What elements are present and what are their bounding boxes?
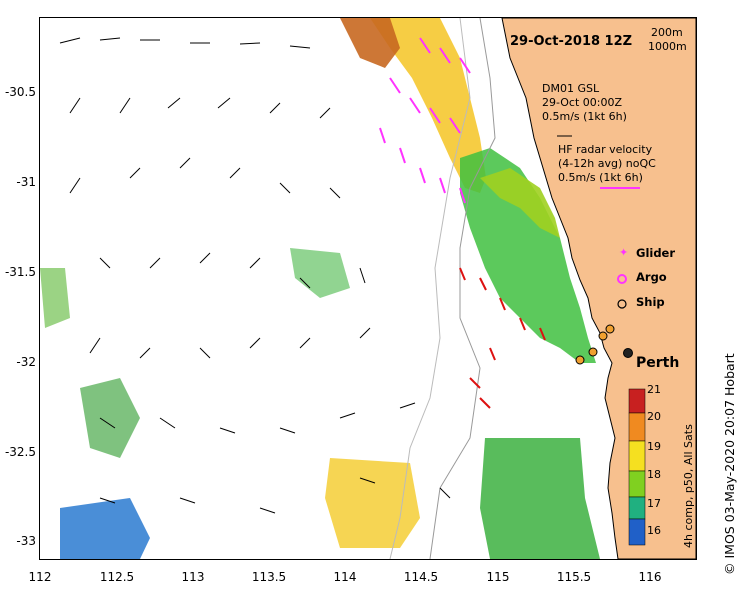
x-tick-label: 112.5	[99, 570, 135, 584]
map-area: ✦ 29-Oct-2018 12Z 200m 1000m DM01 GSL 29…	[39, 17, 697, 560]
hf-line3: 0.5m/s (1kt 6h)	[558, 171, 643, 184]
ship-legend-icon	[617, 299, 627, 309]
y-tick-label: -32.5	[4, 445, 36, 459]
sst-band	[340, 18, 400, 68]
colorbar	[628, 388, 646, 546]
ship-legend-label: Ship	[636, 295, 665, 309]
land-mass	[501, 18, 696, 559]
map-canvas: ✦	[40, 18, 696, 559]
x-tick-label: 115	[486, 570, 510, 584]
credit-label: © IMOS 03-May-2020 20:07 Hobart	[722, 353, 737, 575]
colorbar-tick: 19	[647, 440, 661, 453]
depth-contour-label: 1000m	[648, 40, 687, 53]
sst-band	[325, 458, 420, 548]
x-tick-label: 112	[28, 570, 52, 584]
glider-legend-label: Glider	[636, 246, 676, 260]
x-tick-label: 115.5	[556, 570, 592, 584]
x-tick-label: 114	[333, 570, 357, 584]
colorbar-tick: 21	[647, 383, 661, 396]
x-tick-label: 114.5	[403, 570, 439, 584]
city-label: Perth	[636, 355, 680, 371]
sst-band	[60, 498, 150, 559]
colorbar-tick: 16	[647, 524, 661, 537]
sst-band	[80, 378, 140, 458]
hf-line2: (4-12h avg) noQC	[558, 157, 656, 170]
argo-legend-label: Argo	[636, 270, 667, 284]
argo-legend-icon	[617, 274, 627, 284]
y-tick-label: -31.5	[4, 265, 36, 279]
colorbar-tick: 20	[647, 410, 661, 423]
dm01-line2: 29-Oct 00:00Z	[542, 96, 623, 109]
y-tick-label: -30.5	[4, 85, 36, 99]
x-tick-label: 116	[638, 570, 662, 584]
hf-line1: HF radar velocity	[558, 143, 653, 156]
dm01-label: DM01 GSL 29-Oct 00:00Z 0.5m/s (1kt 6h)	[542, 82, 627, 124]
colorbar-tick: 18	[647, 468, 661, 481]
sst-band	[480, 168, 560, 238]
date-label: 29-Oct-2018 12Z	[510, 34, 633, 49]
x-tick-label: 113.5	[251, 570, 287, 584]
ship-marker	[575, 355, 585, 365]
ship-markers	[575, 324, 633, 365]
y-tick-label: -33	[16, 534, 36, 548]
sst-cool-band	[460, 148, 596, 363]
sst-band	[480, 438, 600, 559]
depth-contour-label: 200m	[651, 26, 683, 39]
ship-marker	[588, 347, 598, 357]
hf-radar-label: HF radar velocity (4-12h avg) noQC 0.5m/…	[558, 143, 656, 185]
dm01-line1: DM01 GSL	[542, 82, 600, 95]
contour-1000m	[389, 18, 471, 559]
colorbar-tick: 17	[647, 497, 661, 510]
x-tick-label: 113	[181, 570, 205, 584]
ship-marker	[598, 331, 608, 341]
y-tick-label: -32	[16, 355, 36, 369]
sst-band	[40, 268, 70, 328]
perth-marker	[623, 348, 633, 358]
contour-200m	[429, 18, 496, 559]
sst-band	[290, 248, 350, 298]
dm01-line3: 0.5m/s (1kt 6h)	[542, 110, 627, 123]
current-vectors	[59, 37, 451, 514]
y-tick-label: -31	[16, 175, 36, 189]
colorbar-label: 4h comp, p50, All Sats	[682, 424, 695, 548]
ship-marker	[605, 324, 615, 334]
hf-radar-vectors	[379, 37, 471, 204]
glider-legend-icon: ✦	[619, 247, 628, 259]
glider-vectors	[459, 267, 546, 409]
